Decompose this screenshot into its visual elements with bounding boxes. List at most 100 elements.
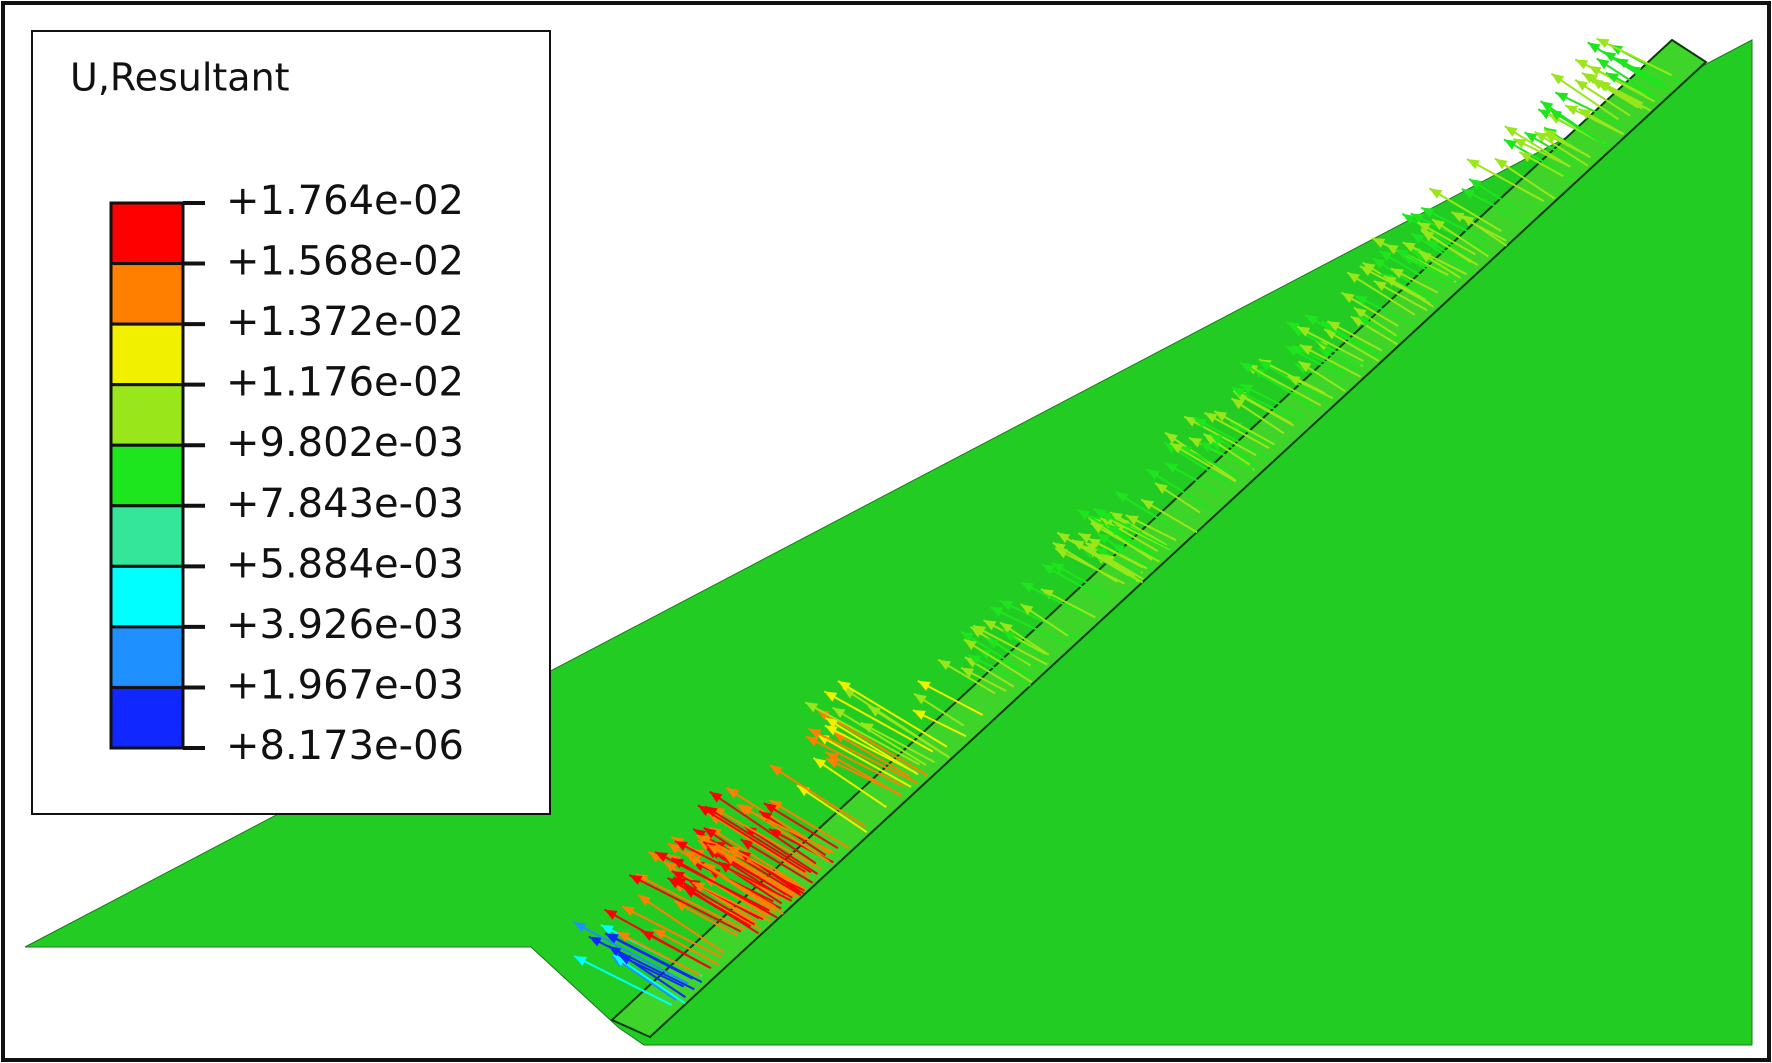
arrow-head <box>824 725 838 736</box>
arrow-head <box>1299 344 1313 355</box>
arrow-head <box>1055 548 1069 559</box>
arrow-shaft <box>673 900 739 937</box>
arrow-shaft <box>963 638 1033 684</box>
arrow-head <box>913 693 927 705</box>
arrow-shaft <box>616 930 701 977</box>
arrow-head <box>832 707 846 719</box>
arrow-shaft <box>726 845 807 891</box>
arrow-head <box>763 803 777 814</box>
arrow-shaft <box>1596 37 1673 77</box>
arrow-head <box>868 706 881 717</box>
arrow-head <box>816 709 830 721</box>
arrow-head <box>1051 562 1065 574</box>
arrow-head <box>1605 72 1619 83</box>
arrow-head <box>588 936 602 947</box>
arrow-head <box>726 787 740 799</box>
arrow-head <box>1189 437 1203 448</box>
arrow-shaft <box>1428 187 1502 232</box>
arrow-head <box>740 839 754 850</box>
arrow-head <box>671 871 685 882</box>
arrow-shaft <box>1244 363 1322 407</box>
arrow-head <box>1494 158 1508 170</box>
arrow-head <box>600 924 614 935</box>
arrow-head <box>1359 266 1373 277</box>
arrow-head <box>1107 524 1121 536</box>
arrow-head <box>1565 105 1579 116</box>
arrow-shaft <box>823 690 934 753</box>
arrow-shaft <box>860 721 936 764</box>
arrow-shaft <box>812 757 887 808</box>
arrow-head <box>1297 326 1311 337</box>
arrow-shaft <box>673 876 756 926</box>
arrow-head <box>1125 515 1139 526</box>
arrow-head <box>1503 139 1517 150</box>
arrow-head <box>1315 340 1329 352</box>
arrow-shaft <box>654 851 770 912</box>
arrow-shaft <box>634 873 746 931</box>
arrow-shaft <box>972 624 1048 666</box>
arrow-head <box>1353 307 1367 319</box>
arrow-head <box>1041 564 1055 575</box>
arrow-shaft <box>1401 212 1471 258</box>
arrow-shaft <box>743 825 819 875</box>
legend-label: +1.764e-02 <box>226 178 464 224</box>
arrow-head <box>1199 442 1213 453</box>
arrow-shaft <box>652 928 720 966</box>
arrow-shaft <box>708 812 810 878</box>
arrow-shaft <box>1041 563 1108 602</box>
arrow-shaft <box>960 630 1033 677</box>
arrow-shaft <box>808 727 919 785</box>
arrow-head <box>1357 316 1371 327</box>
arrow-shaft <box>1554 91 1625 127</box>
arrow-head <box>1466 159 1480 170</box>
arrow-head <box>963 639 977 651</box>
arrow-head <box>1555 92 1569 103</box>
arrow-head <box>1538 109 1552 120</box>
displacement-arrows <box>573 37 1680 1006</box>
arrow-head <box>978 649 992 660</box>
arrow-head <box>1099 512 1113 523</box>
arrow-head <box>808 728 822 739</box>
arrow-head <box>617 931 631 942</box>
arrow-head <box>1240 383 1254 394</box>
arrow-head <box>769 828 783 839</box>
arrow-head <box>1596 58 1610 70</box>
arrow-shaft <box>1239 361 1311 406</box>
color-band <box>109 262 185 326</box>
arrow-shaft <box>692 828 802 897</box>
arrow-shaft <box>736 803 835 854</box>
arrow-head <box>1077 509 1091 521</box>
arrow-shaft <box>573 955 673 1006</box>
arrow-shaft <box>573 921 689 985</box>
arrow-head <box>1341 292 1355 304</box>
arrow-head <box>825 717 839 729</box>
arrow-head <box>1372 238 1386 248</box>
arrow-head <box>1141 499 1155 510</box>
arrow-head <box>653 929 667 940</box>
arrow-shaft <box>989 606 1068 646</box>
legend-scale: +1.764e-02 +1.568e-02 +1.372e-02 +1.176e-02… <box>109 178 464 769</box>
arrow-shaft <box>769 764 867 828</box>
arrow-head <box>825 758 839 769</box>
arrow-shaft <box>637 894 725 954</box>
arrow-head <box>1231 387 1245 398</box>
arrow-shaft <box>832 706 927 766</box>
arrow-head <box>1373 280 1387 292</box>
arrow-head <box>917 680 931 691</box>
arrow-shaft <box>1203 411 1270 450</box>
arrow-head <box>1096 533 1110 545</box>
color-band <box>109 564 185 629</box>
arrow-head <box>1298 361 1312 373</box>
arrow-head <box>1549 109 1563 121</box>
arrow-head <box>674 841 688 851</box>
arrow-shaft <box>588 935 695 991</box>
arrow-shaft <box>832 731 910 778</box>
arrow-head <box>1110 512 1123 523</box>
arrow-shaft <box>1099 511 1173 551</box>
arrow-head <box>1540 101 1554 112</box>
arrow-head <box>1603 51 1617 62</box>
arrow-shaft <box>691 881 772 923</box>
arrow-head <box>1421 207 1435 218</box>
arrow-shaft <box>1169 442 1237 483</box>
arrow-head <box>1426 239 1440 251</box>
